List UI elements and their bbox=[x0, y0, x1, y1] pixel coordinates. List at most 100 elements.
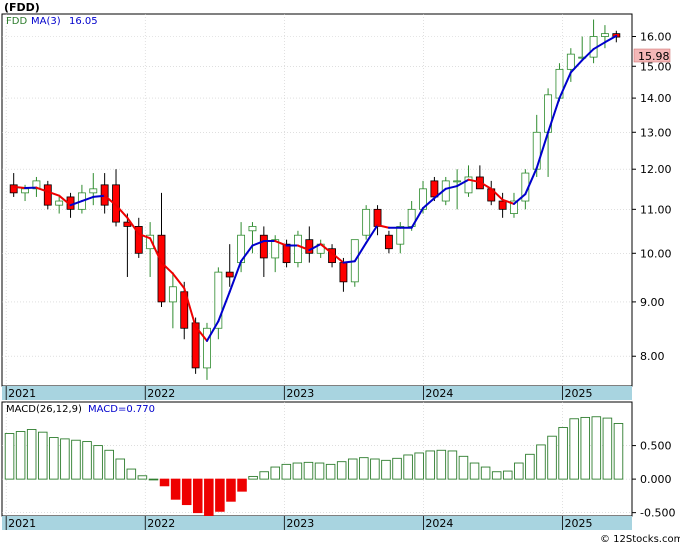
ma-segment bbox=[592, 41, 606, 51]
candle-body bbox=[214, 271, 223, 329]
ma-segment bbox=[478, 181, 493, 190]
price-year-label: 2023 bbox=[286, 387, 314, 400]
macd-bar bbox=[347, 458, 358, 480]
macd-bar bbox=[491, 471, 502, 480]
price-tick-label: 8.00 bbox=[640, 350, 665, 363]
candle-body bbox=[9, 184, 18, 194]
macd-bar bbox=[159, 478, 170, 487]
chart-title: (FDD) bbox=[4, 1, 40, 14]
candle-body bbox=[305, 239, 314, 254]
ma-segment bbox=[103, 194, 118, 207]
ma-segment bbox=[319, 243, 334, 255]
ma-segment bbox=[274, 240, 288, 247]
macd-year-label: 2021 bbox=[8, 517, 36, 530]
price-year-label: 2025 bbox=[564, 387, 592, 400]
credit-text: © 12Stocks.com bbox=[600, 534, 680, 545]
ma-segment bbox=[183, 287, 197, 328]
ma-segment bbox=[296, 244, 311, 252]
macd-bar bbox=[591, 416, 602, 480]
candle-body bbox=[430, 180, 439, 198]
ma-segment bbox=[581, 48, 595, 62]
macd-bar bbox=[237, 478, 247, 492]
macd-bar bbox=[115, 458, 126, 480]
macd-bar bbox=[447, 450, 458, 480]
candle-body bbox=[21, 188, 29, 194]
ma-segment bbox=[308, 243, 322, 252]
macd-bar bbox=[480, 466, 491, 480]
ma-segment bbox=[558, 71, 572, 100]
macd-bar bbox=[514, 462, 524, 480]
candle-body bbox=[384, 234, 393, 250]
macd-bar bbox=[215, 478, 225, 512]
price-tick-label: 9.00 bbox=[640, 296, 665, 309]
macd-bar bbox=[580, 416, 591, 480]
price-tick-label: 15.00 bbox=[640, 60, 672, 73]
ma-segment bbox=[444, 185, 459, 190]
ma-segment bbox=[126, 216, 140, 235]
ma-segment bbox=[524, 167, 538, 196]
candle-body bbox=[532, 131, 541, 170]
macd-bar bbox=[181, 478, 192, 506]
macd-bar bbox=[93, 445, 103, 480]
ma-legend-name: MA(3) bbox=[31, 16, 61, 27]
candle-body bbox=[601, 33, 609, 37]
ma-segment bbox=[12, 185, 27, 190]
macd-bar bbox=[359, 457, 369, 480]
macd-bar bbox=[436, 449, 447, 480]
price-year-label: 2021 bbox=[8, 387, 36, 400]
macd-bar bbox=[292, 462, 303, 480]
macd-bar bbox=[314, 462, 325, 480]
ma-segment bbox=[115, 204, 129, 219]
ma-segment bbox=[512, 193, 527, 205]
price-tick-label: 11.00 bbox=[640, 203, 672, 216]
price-tick-labels: 8.00 9.00 10.00 11.00 12.00 13.00 14.00 15.00 16… bbox=[632, 31, 672, 363]
macd-bar bbox=[49, 437, 59, 480]
candle-body bbox=[566, 53, 575, 70]
price-plot-frame bbox=[1, 13, 633, 387]
price-year-label: 2022 bbox=[147, 387, 175, 400]
ma-segment bbox=[194, 325, 208, 342]
ma-segment bbox=[456, 178, 470, 188]
macd-tick-label: 0.500 bbox=[640, 440, 672, 453]
macd-bar bbox=[248, 475, 258, 480]
macd-tick-label: -0.500 bbox=[640, 507, 675, 520]
macd-axis-band bbox=[2, 516, 632, 530]
ma-segment bbox=[422, 197, 436, 210]
candle-body bbox=[271, 239, 280, 259]
ma-segment bbox=[217, 290, 231, 323]
ma-segment bbox=[251, 240, 265, 247]
macd-bar bbox=[192, 478, 203, 514]
macd-bar bbox=[469, 462, 480, 480]
candle-body bbox=[362, 208, 371, 236]
candle-body bbox=[32, 180, 41, 190]
macd-year-labels: 2021 2022 2023 2024 2025 bbox=[5, 516, 592, 530]
macd-bar bbox=[71, 439, 81, 480]
candle-body bbox=[339, 262, 348, 283]
candle-body bbox=[134, 226, 143, 254]
ma-segment bbox=[353, 241, 368, 263]
price-tick-label: 12.00 bbox=[640, 163, 672, 176]
ma-segment bbox=[501, 198, 515, 205]
ma-legend-value: 16.05 bbox=[69, 16, 98, 27]
candle-body bbox=[259, 234, 268, 259]
candle-body bbox=[89, 188, 98, 194]
macd-bar bbox=[259, 471, 269, 480]
ma-segment bbox=[433, 187, 447, 200]
ma-segment bbox=[490, 187, 504, 201]
ma-line bbox=[12, 34, 618, 342]
macd-bar bbox=[170, 478, 181, 500]
price-tick-label: 13.00 bbox=[640, 126, 672, 139]
price-tag-box bbox=[633, 48, 671, 63]
ma-segment bbox=[547, 97, 561, 134]
candle-body bbox=[294, 234, 302, 264]
candle-body bbox=[191, 322, 200, 369]
macd-tick-labels: 0.500 0.000 -0.500 bbox=[632, 440, 675, 520]
ma-segment bbox=[69, 200, 83, 207]
price-tick-label: 16.00 bbox=[640, 31, 672, 44]
ma-segment bbox=[342, 260, 356, 264]
candle-body bbox=[43, 184, 52, 206]
macd-year-label: 2022 bbox=[147, 517, 175, 530]
price-tag-label: 15.98 bbox=[638, 50, 670, 63]
ma-segment bbox=[240, 244, 254, 263]
macd-bar bbox=[137, 475, 148, 480]
